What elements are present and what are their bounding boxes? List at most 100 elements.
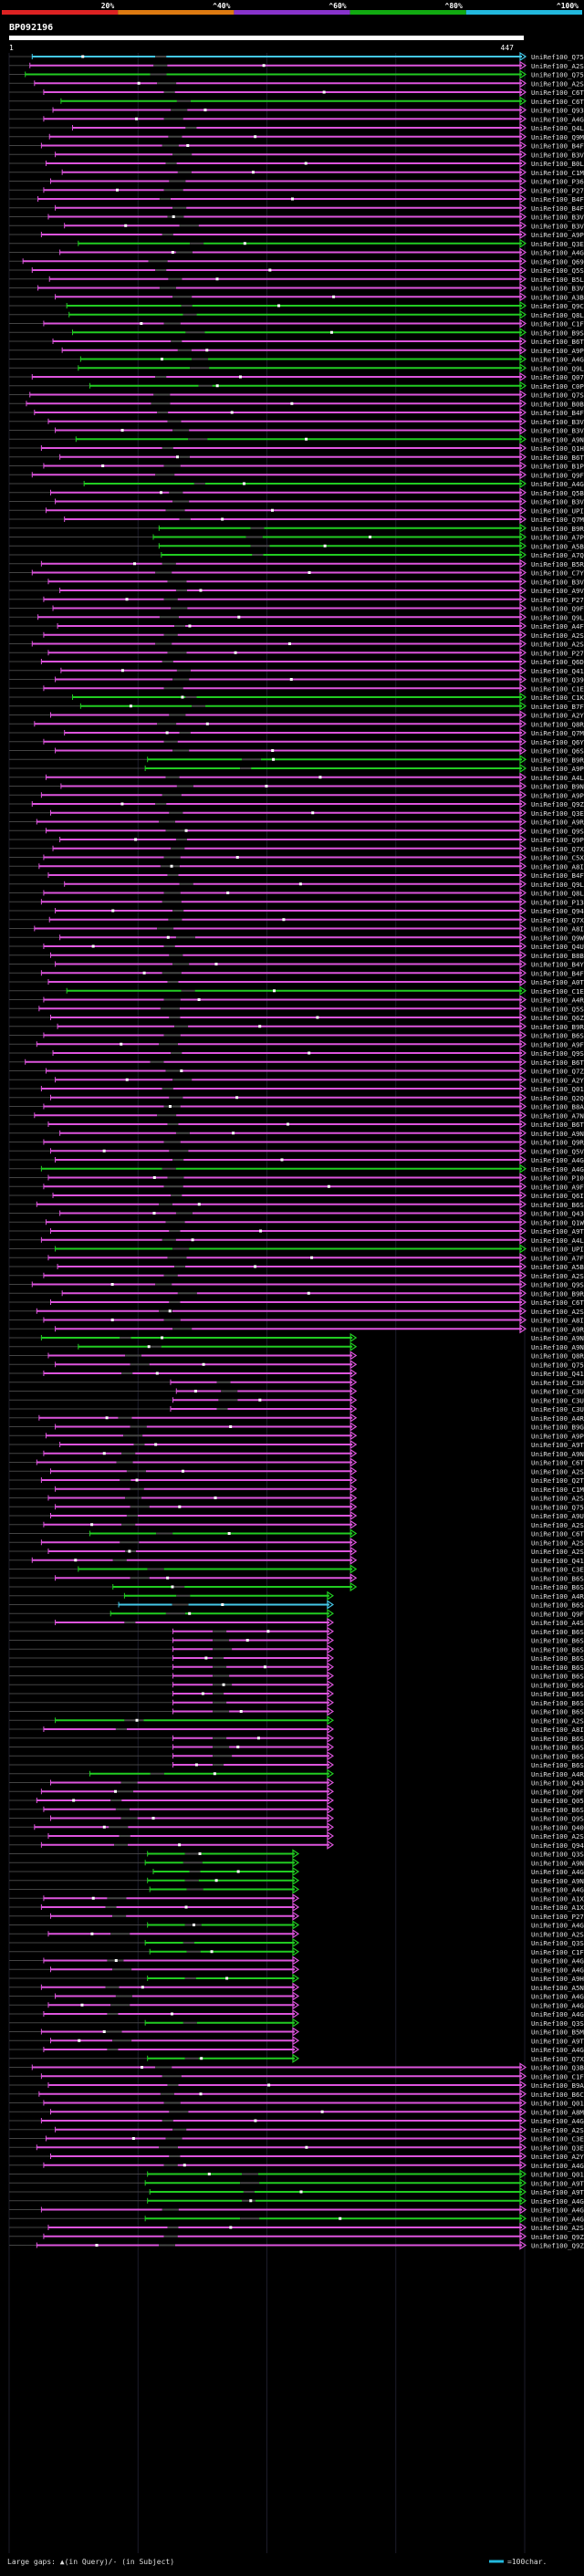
hit-label[interactable]: UniRef100_B9GZP7 — [531, 1424, 584, 1432]
hit-row[interactable]: UniRef100_B9ANL6 — [9, 2080, 584, 2091]
hit-row[interactable]: UniRef100_P27521 — [9, 185, 584, 195]
hit-label[interactable]: UniRef100_A4RPE0 — [531, 1770, 584, 1778]
hit-row[interactable]: UniRef100_A2SY13 — [9, 1306, 584, 1316]
hit-label[interactable]: UniRef100_A4GPL1 — [531, 1957, 584, 1966]
hit-row[interactable]: UniRef100_A9PGD4 — [9, 229, 584, 240]
hit-label[interactable]: UniRef100_A8IS50 — [531, 925, 584, 933]
hit-row[interactable]: UniRef100_B6SZ26 — [9, 1626, 584, 1636]
hit-label[interactable]: UniRef100_A2SY37 — [531, 1521, 584, 1529]
hit-row[interactable]: UniRef100_A4GPK8 — [9, 2205, 584, 2215]
hit-label[interactable]: UniRef100_C6T1J8 — [531, 1459, 584, 1467]
hit-row[interactable]: UniRef100_Q93ZB6 — [9, 105, 584, 115]
hit-row[interactable]: UniRef100_Q9P6U9 — [9, 834, 584, 845]
hit-label[interactable]: UniRef100_Q41038 — [531, 1370, 584, 1378]
hit-row[interactable]: UniRef100_Q5SIR4 — [9, 265, 584, 276]
hit-row[interactable]: UniRef100_B6TRL9 — [9, 1057, 584, 1067]
hit-row[interactable]: UniRef100_A2SY41 — [9, 78, 584, 89]
hit-label[interactable]: UniRef100_A2SY39 — [531, 62, 584, 70]
hit-row[interactable]: UniRef100_Q41642 — [9, 1555, 584, 1565]
hit-label[interactable]: UniRef100_A4GPN7 — [531, 1165, 584, 1173]
hit-row[interactable]: UniRef100_C3E9U3 — [9, 1564, 584, 1574]
hit-label[interactable]: UniRef100_Q5BMJ4 — [531, 489, 584, 497]
hit-label[interactable]: UniRef100_A4GPL2 — [531, 2010, 584, 2018]
hit-label[interactable]: UniRef100_Q01667 — [531, 2100, 584, 2108]
hit-row[interactable]: UniRef100_C3UVR9 — [9, 1403, 584, 1414]
hit-row[interactable]: UniRef100_B6SZ27 — [9, 1733, 584, 1743]
hit-label[interactable]: UniRef100_B9RT12 — [531, 756, 584, 764]
hit-row[interactable]: UniRef100_A8ISP1 — [9, 1315, 584, 1325]
hit-label[interactable]: UniRef100_A4GPJ9 — [531, 249, 584, 257]
hit-row[interactable]: UniRef100_Q6I8T0 — [9, 1190, 584, 1201]
hit-row[interactable]: UniRef100_Q9LKE7 — [9, 363, 584, 373]
hit-row[interactable]: UniRef100_Q3ST27 — [9, 1937, 584, 1948]
hit-row[interactable]: UniRef100_B6TFT2 — [9, 452, 584, 462]
hit-label[interactable]: UniRef100_B6SZ13 — [531, 1761, 584, 1769]
hit-row[interactable]: UniRef100_C1F594 — [9, 318, 584, 329]
hit-row[interactable]: UniRef100_Q9C639 — [9, 300, 584, 311]
hit-row[interactable]: UniRef100_B6SZ18 — [9, 1697, 584, 1707]
hit-row[interactable]: UniRef100_Q41038 — [9, 1368, 584, 1379]
hit-label[interactable]: UniRef100_B6TFT2 — [531, 454, 584, 462]
hit-row[interactable]: UniRef100_A9U5E4 — [9, 1510, 584, 1521]
hit-label[interactable]: UniRef100_B5RL22 — [531, 560, 584, 568]
hit-row[interactable]: UniRef100_A4RPE0 — [9, 1768, 584, 1778]
hit-label[interactable]: UniRef100_C6T858 — [531, 1298, 584, 1307]
hit-label[interactable]: UniRef100_A2SY42 — [531, 1832, 584, 1841]
hit-label[interactable]: UniRef100_Q013T9 — [531, 2171, 584, 2179]
hit-label[interactable]: UniRef100_Q7XY06 — [531, 2055, 584, 2063]
hit-row[interactable]: UniRef100_A2SY15 — [9, 1546, 584, 1557]
hit-label[interactable]: UniRef100_A9NUH4 — [531, 1877, 584, 1885]
hit-label[interactable]: UniRef100_A9RG03 — [531, 1325, 584, 1333]
hit-row[interactable]: UniRef100_B3VV72 — [9, 496, 584, 506]
hit-label[interactable]: UniRef100_A4GPR0 — [531, 115, 584, 123]
hit-label[interactable]: UniRef100_Q01JQ3 — [531, 1085, 584, 1093]
hit-row[interactable]: UniRef100_B5M4I5 — [9, 2027, 584, 2037]
hit-row[interactable]: UniRef100_A8M575 — [9, 2107, 584, 2117]
hit-row[interactable]: UniRef100_B6SZ20 — [9, 1644, 584, 1654]
hit-row[interactable]: UniRef100_A8IS50 — [9, 923, 584, 933]
hit-row[interactable]: UniRef100_Q9ZSI4 — [9, 2240, 584, 2250]
hit-row[interactable]: UniRef100_Q7M1K9 — [9, 514, 584, 525]
hit-label[interactable]: UniRef100_Q7ZVI1 — [531, 1068, 584, 1076]
hit-label[interactable]: UniRef100_B6S2F8 — [531, 1601, 584, 1610]
hit-row[interactable]: UniRef100_Q3ST28 — [9, 1849, 584, 1859]
hit-label[interactable]: UniRef100_A9NT85 — [531, 1334, 584, 1342]
hit-row[interactable]: UniRef100_Q940F6 — [9, 1840, 584, 1850]
hit-label[interactable]: UniRef100_Q5VRA6 — [531, 1147, 584, 1155]
hit-label[interactable]: UniRef100_Q8RU60 — [531, 1352, 584, 1361]
hit-row[interactable]: UniRef100_C6T4E5 — [9, 96, 584, 106]
hit-label[interactable]: UniRef100_Q43485 — [531, 1210, 584, 1218]
hit-row[interactable]: UniRef100_Q7XVY4 — [9, 914, 584, 924]
hit-label[interactable]: UniRef100_B6SPV5 — [531, 1201, 584, 1209]
hit-label[interactable]: UniRef100_Q1HBL9 — [531, 444, 584, 453]
hit-row[interactable]: UniRef100_A5NE53 — [9, 1982, 584, 1992]
hit-label[interactable]: UniRef100_Q3ST28 — [531, 1851, 584, 1859]
hit-label[interactable]: UniRef100_Q9SV00 — [531, 1049, 584, 1058]
hit-label[interactable]: UniRef100_Q9FVE3 — [531, 1788, 584, 1796]
hit-row[interactable]: UniRef100_C1FD04 — [9, 1946, 584, 1956]
hit-row[interactable]: UniRef100_A5BE76 — [9, 541, 584, 551]
hit-label[interactable]: UniRef100_Q2Q383 — [531, 1094, 584, 1102]
hit-label[interactable]: UniRef100_B8B788 — [531, 952, 584, 960]
hit-row[interactable]: UniRef100_B3VV84 — [9, 150, 584, 160]
hit-row[interactable]: UniRef100_Q9SBN0 — [9, 1279, 584, 1289]
hit-row[interactable]: UniRef100_Q7XA06 — [9, 843, 584, 853]
hit-label[interactable]: UniRef100_UPI000... — [531, 1246, 584, 1254]
hit-row[interactable]: UniRef100_A9TVG2 — [9, 1439, 584, 1450]
hit-label[interactable]: UniRef100_A9NUC5 — [531, 435, 584, 443]
hit-label[interactable]: UniRef100_A4RT02 — [531, 996, 584, 1005]
hit-row[interactable]: UniRef100_Q013T9 — [9, 2169, 584, 2179]
hit-row[interactable]: UniRef100_C1KBM0 — [9, 692, 584, 703]
hit-label[interactable]: UniRef100_C3E9U3 — [531, 1566, 584, 1574]
hit-label[interactable]: UniRef100_Q69P91 — [531, 257, 584, 266]
hit-row[interactable]: UniRef100_Q9LMQ2 — [9, 612, 584, 622]
hit-label[interactable]: UniRef100_A9PIX4 — [531, 791, 584, 799]
hit-row[interactable]: UniRef100_A9T399 — [9, 2186, 584, 2197]
hit-row[interactable]: UniRef100_B6SZ16 — [9, 1742, 584, 1752]
hit-row[interactable]: UniRef100_P27524 — [9, 594, 584, 604]
hit-row[interactable]: UniRef100_B4FVT3 — [9, 870, 584, 881]
hit-row[interactable]: UniRef100_P27517 — [9, 1911, 584, 1921]
hit-row[interactable]: UniRef100_B6SZ28 — [9, 1706, 584, 1716]
hit-label[interactable]: UniRef100_A4GPH8 — [531, 1886, 584, 1894]
hit-label[interactable]: UniRef100_A4GPK3 — [531, 1993, 584, 2001]
